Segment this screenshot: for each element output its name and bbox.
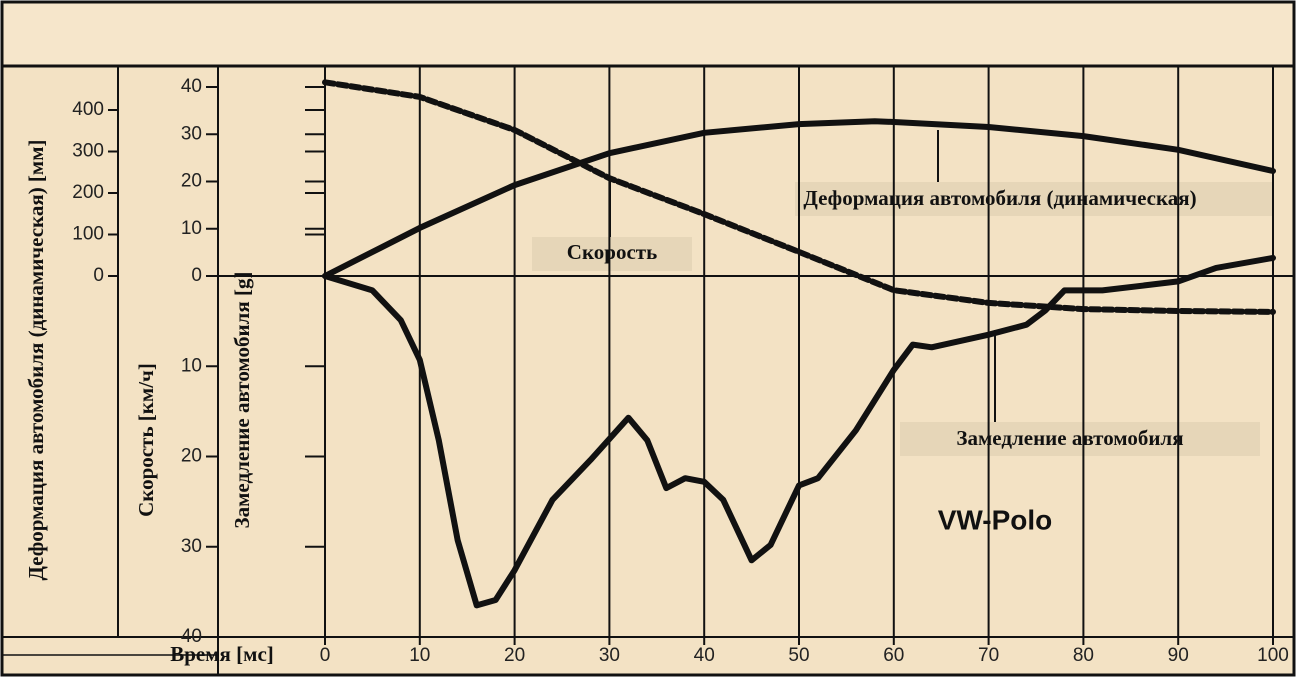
y-tick-label: 30 — [181, 536, 202, 557]
y-tick-label: 10 — [181, 355, 202, 376]
label-backdrop — [532, 237, 692, 271]
y-axis-label: Скорость [км/ч] — [134, 363, 158, 517]
y-tick-label: 400 — [72, 99, 104, 120]
y-tick-label: 20 — [181, 171, 202, 192]
x-axis-label: Время [мс] — [170, 642, 274, 666]
x-tick-label: 0 — [320, 645, 331, 666]
series-label: Скорость — [567, 240, 657, 264]
label-backdrop — [795, 182, 1273, 216]
y-tick-label: 300 — [72, 141, 104, 162]
y-tick-label: 0 — [191, 265, 202, 286]
y-axis-label: Замедление автомобиля [g] — [230, 272, 254, 529]
series-label: Деформация автомобиля (динамическая) — [803, 186, 1196, 210]
x-tick-label: 10 — [409, 645, 430, 666]
y-tick-label: 40 — [181, 626, 202, 647]
x-tick-label: 90 — [1168, 645, 1189, 666]
x-tick-label: 20 — [504, 645, 525, 666]
x-tick-label: 100 — [1257, 645, 1289, 666]
header-band — [0, 0, 1296, 68]
series-line — [322, 254, 1276, 609]
y-tick-label: 0 — [93, 265, 104, 286]
series-line — [322, 118, 1276, 279]
x-tick-label: 40 — [694, 645, 715, 666]
series-line — [322, 79, 1276, 315]
x-tick-label: 70 — [978, 645, 999, 666]
y-tick-label: 10 — [181, 218, 202, 239]
x-tick-label: 60 — [883, 645, 904, 666]
x-tick-label: 30 — [599, 645, 620, 666]
label-backdrop — [900, 422, 1260, 456]
y-tick-label: 100 — [72, 224, 104, 245]
y-axis-label: Деформация автомобиля (динамическая) [мм… — [24, 139, 48, 580]
y-tick-label: 30 — [181, 123, 202, 144]
x-tick-label: 50 — [788, 645, 809, 666]
annotation: VW-Polo — [938, 504, 1053, 535]
y-tick-label: 200 — [72, 182, 104, 203]
y-tick-label: 40 — [181, 76, 202, 97]
y-tick-label: 20 — [181, 446, 202, 467]
series-label: Замедление автомобиля — [956, 426, 1183, 450]
x-tick-label: 80 — [1073, 645, 1094, 666]
